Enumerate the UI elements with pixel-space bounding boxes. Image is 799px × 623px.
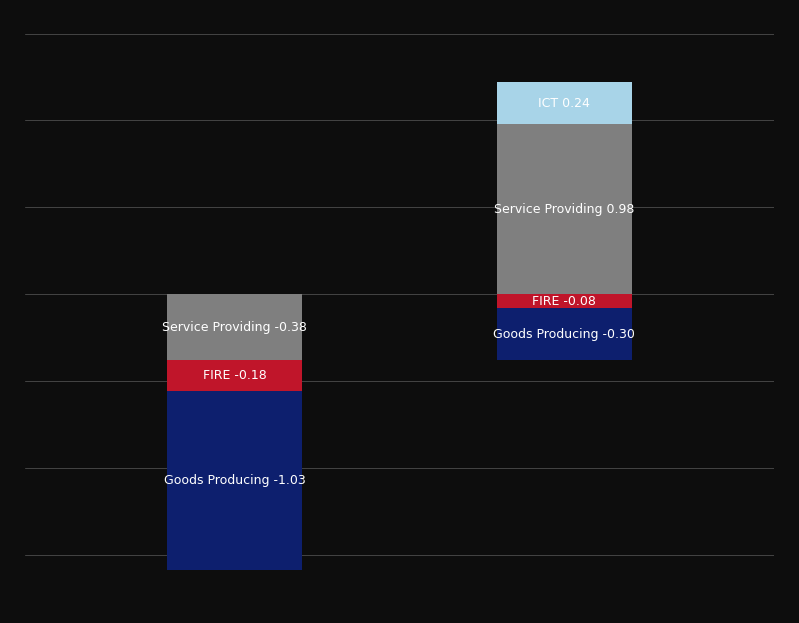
Bar [497,308,632,360]
Text: Goods Producing -1.03: Goods Producing -1.03 [164,474,305,487]
Text: ICT 0.24: ICT 0.24 [539,97,590,110]
Text: Service Providing 0.98: Service Providing 0.98 [494,202,634,216]
Text: FIRE -0.18: FIRE -0.18 [203,369,267,383]
Text: Goods Producing -0.30: Goods Producing -0.30 [493,328,635,341]
Text: Service Providing -0.38: Service Providing -0.38 [162,321,307,334]
Bar [497,294,632,308]
Bar [167,360,302,391]
Bar [497,124,632,294]
Bar [497,82,632,124]
Bar [167,294,302,360]
Bar [167,391,302,570]
Text: FIRE -0.08: FIRE -0.08 [532,295,596,308]
